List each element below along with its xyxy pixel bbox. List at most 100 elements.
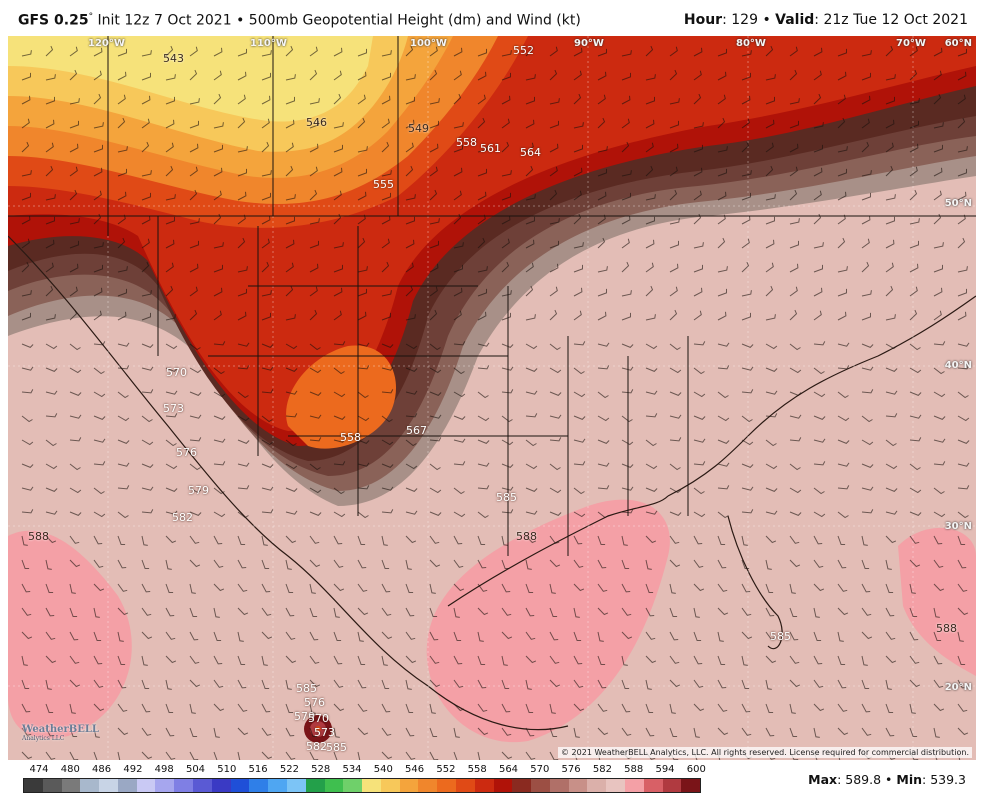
wind-barb — [429, 751, 439, 760]
wind-barb — [261, 509, 274, 514]
wind-barb — [933, 415, 946, 420]
wind-barb — [117, 439, 130, 444]
wind-barb — [645, 74, 656, 81]
wind-barb — [69, 286, 78, 297]
wind-barb — [261, 95, 271, 105]
lon-label: 110°W — [250, 38, 287, 49]
colorbar-tick-label: 474 — [29, 764, 49, 775]
colorbar-swatch — [643, 779, 663, 792]
wind-barb — [165, 390, 178, 395]
wind-barb — [477, 559, 487, 569]
wind-barb — [141, 559, 150, 569]
wind-barb — [501, 631, 513, 640]
wind-barb — [621, 535, 628, 546]
colorbar-swatch — [61, 779, 81, 792]
wind-barb — [117, 631, 124, 642]
wind-barb — [189, 263, 199, 273]
contour-label: 552 — [513, 44, 534, 57]
wind-barb — [525, 314, 536, 321]
wind-barb — [381, 583, 391, 593]
wind-barb — [909, 559, 921, 568]
wind-barb — [813, 461, 826, 466]
wind-barb — [717, 214, 726, 225]
wind-barb — [165, 74, 176, 81]
wind-barb — [621, 50, 632, 57]
colorbar-swatch — [455, 779, 475, 792]
wind-barb — [573, 287, 583, 297]
wind-barb — [861, 72, 871, 81]
wind-barb — [861, 192, 871, 201]
wind-barb — [909, 535, 920, 544]
wind-barb — [645, 535, 657, 544]
wind-barb — [693, 93, 702, 105]
wind-barb — [69, 343, 81, 351]
wind-barb — [405, 583, 414, 593]
wind-barb — [789, 703, 796, 714]
wind-barb — [405, 314, 416, 321]
wind-barb — [21, 118, 30, 129]
wind-barb — [621, 72, 631, 81]
wind-barb — [333, 535, 343, 545]
colorbar-swatch — [343, 779, 363, 792]
wind-barb — [909, 607, 918, 617]
wind-barb — [69, 367, 82, 374]
wind-barb — [189, 535, 200, 544]
wind-barb — [957, 703, 968, 712]
wind-barb — [813, 287, 823, 297]
wind-barb — [741, 389, 754, 394]
wind-barb — [573, 438, 586, 443]
wind-barb — [765, 343, 778, 350]
wind-barb — [237, 751, 241, 760]
wind-barb — [21, 583, 31, 593]
wind-barb — [501, 415, 513, 423]
wind-barb — [117, 391, 129, 399]
colorbar-swatch — [286, 779, 306, 792]
wind-barb — [213, 679, 224, 688]
wind-barb — [933, 679, 944, 688]
wind-barb — [309, 46, 318, 57]
wind-barb — [453, 511, 466, 518]
wind-barb — [861, 439, 874, 446]
wind-barb — [597, 237, 606, 249]
wind-barb — [45, 343, 58, 350]
wind-barb — [789, 367, 802, 374]
wind-barb — [933, 93, 942, 105]
wind-barb — [525, 45, 534, 57]
wind-barb — [669, 367, 682, 374]
wind-barb — [309, 98, 320, 105]
wind-barb — [381, 559, 390, 569]
wind-barb — [501, 727, 512, 736]
wind-barb — [885, 631, 896, 640]
wind-barb — [597, 727, 609, 736]
wind-barb — [669, 463, 681, 471]
wind-barb — [717, 583, 728, 592]
weather-map[interactable]: 120°W 110°W 100°W 90°W 80°W 70°W 60°N 50… — [8, 36, 976, 760]
wind-barb — [453, 190, 462, 201]
wind-barb — [453, 559, 464, 568]
wind-barb — [381, 215, 391, 225]
wind-barb — [933, 367, 945, 375]
wind-barb — [357, 288, 367, 297]
wind-barb — [117, 342, 130, 347]
wind-barb — [117, 511, 129, 519]
wind-barb — [717, 365, 730, 370]
wind-barb — [597, 391, 609, 399]
wind-barb — [45, 262, 54, 273]
wind-barb — [141, 703, 151, 713]
wind-barb — [309, 143, 319, 153]
wind-barb — [333, 70, 342, 81]
wind-barb — [789, 535, 800, 544]
wind-barb — [237, 146, 248, 153]
wind-barb — [837, 237, 846, 249]
wind-barb — [357, 146, 368, 153]
wind-barb — [165, 314, 176, 321]
wind-barb — [477, 607, 489, 616]
wind-barb — [501, 751, 513, 760]
wind-barb — [669, 120, 679, 129]
valid-label: Valid — [775, 12, 815, 28]
wind-barb — [309, 69, 318, 81]
wind-barb — [357, 727, 369, 736]
wind-barb — [333, 583, 345, 592]
wind-barb — [333, 727, 340, 738]
wind-barb — [885, 727, 895, 737]
